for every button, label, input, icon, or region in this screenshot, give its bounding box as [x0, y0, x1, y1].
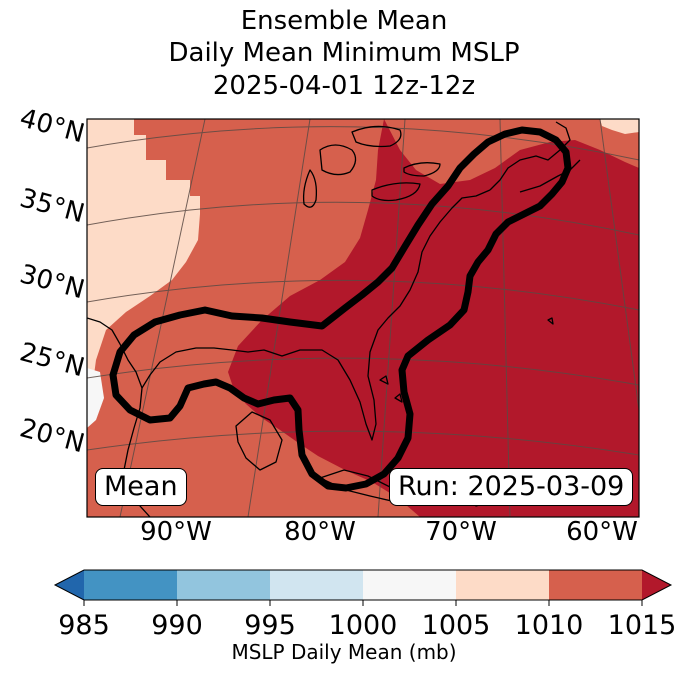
field-1000-1005 — [87, 368, 104, 428]
map-frame — [86, 118, 640, 518]
colorbar-tick-1005: 1005 — [422, 610, 491, 640]
colorbar-bin-1005-1010 — [456, 570, 549, 600]
map-title-line-2: Daily Mean Minimum MSLP — [168, 38, 520, 68]
colorbar-bin-995-1000 — [270, 570, 363, 600]
field-above-1015 — [228, 119, 639, 517]
colorbar-bin-990-995 — [177, 570, 270, 600]
colorbar-label: MSLP Daily Mean (mb) — [231, 640, 457, 664]
run-date-label: Run: 2025-03-09 — [389, 468, 634, 506]
map-figure: 40°N 35°N 30°N 25°N 20°N 90°W 80°W 70°W … — [17, 103, 640, 547]
mslp-contour — [109, 126, 572, 492]
lat-label-25: 25°N — [17, 337, 88, 383]
colorbar-bin-1000-1005 — [363, 570, 456, 600]
lat-label-30: 30°N — [17, 259, 88, 305]
map-title-line-3: 2025-04-01 12z-12z — [212, 71, 476, 101]
graticule — [87, 119, 639, 517]
colorbar-tick-1000: 1000 — [329, 610, 398, 640]
colorbar: 985 990 995 1000 1005 1010 1015 — [53, 569, 677, 640]
mean-label: Mean — [95, 468, 187, 506]
lat-label-40: 40°N — [17, 103, 88, 149]
colorbar-tick-1015: 1015 — [608, 610, 677, 640]
colorbar-bin-1010-1015 — [549, 570, 642, 600]
lat-label-35: 35°N — [17, 183, 88, 229]
map-title-line-1: Ensemble Mean — [240, 6, 448, 36]
lat-label-20: 20°N — [17, 413, 88, 459]
colorbar-bin-985-990 — [84, 570, 177, 600]
colorbar-tick-990: 990 — [151, 610, 203, 640]
map-area — [87, 119, 639, 517]
lon-label-60w: 60°W — [566, 517, 638, 547]
colorbar-ticks — [83, 600, 643, 606]
colorbar-tick-985: 985 — [58, 610, 110, 640]
colorbar-extend-high — [642, 570, 671, 600]
colorbar-tick-995: 995 — [244, 610, 296, 640]
field-1005-1010-corner — [600, 119, 639, 134]
field-1005-1010-west — [87, 119, 200, 430]
colorbar-tick-1010: 1010 — [515, 610, 584, 640]
lon-label-80w: 80°W — [284, 517, 356, 547]
colorbar-extend-low — [55, 570, 84, 600]
lon-label-70w: 70°W — [425, 517, 497, 547]
lon-label-90w: 90°W — [140, 517, 212, 547]
